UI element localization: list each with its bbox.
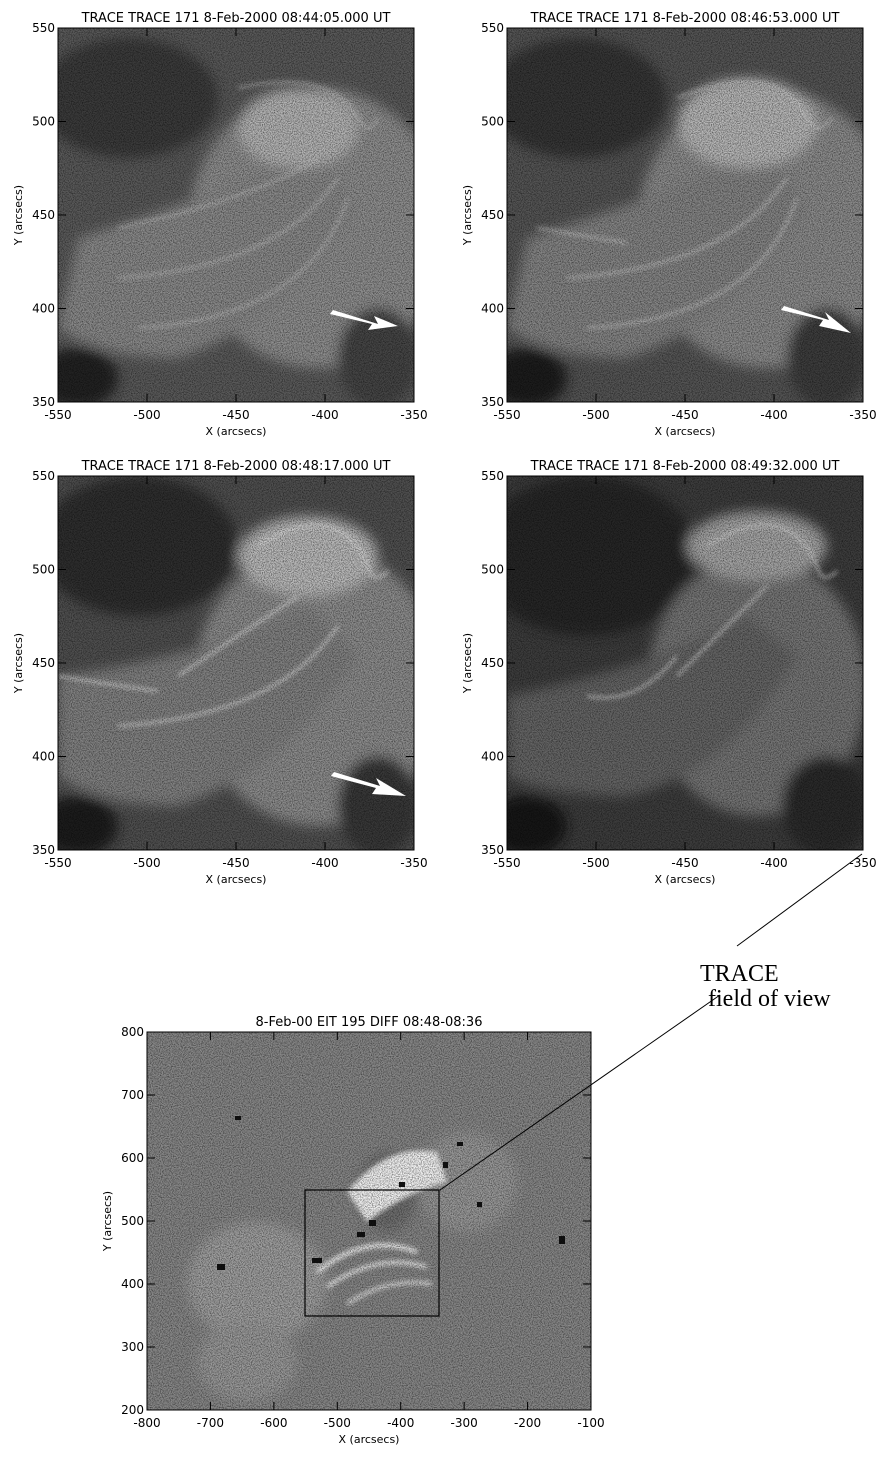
y-tick-label: 350 [32,395,55,409]
y-tick-label: 350 [481,843,504,857]
x-axis-label: X (arcsecs) [206,873,267,886]
trace-field-box [304,1189,440,1317]
x-tick-label: -450 [671,408,698,422]
x-tick-label: -500 [582,408,609,422]
x-tick-label: -450 [222,408,249,422]
arrow-icon [331,772,406,796]
x-tick-label: -350 [400,856,427,870]
solar-image-3 [58,476,414,850]
y-axis-label: Y (arcsecs) [461,185,474,246]
x-tick-label: -450 [222,856,249,870]
y-tick-label: 600 [121,1151,144,1165]
eit-panel [146,1031,592,1411]
x-tick-label: -600 [260,1416,287,1430]
trace-panel-2 [506,27,864,403]
x-tick-label: -550 [44,408,71,422]
annotation-trace: TRACE [700,961,779,987]
x-tick-label: -550 [493,856,520,870]
y-axis-label: Y (arcsecs) [12,633,25,694]
y-tick-label: 800 [121,1025,144,1039]
y-tick-label: 550 [481,21,504,35]
y-tick-label: 550 [32,469,55,483]
x-tick-label: -800 [133,1416,160,1430]
x-tick-label: -550 [493,408,520,422]
arrow-icon [781,306,851,333]
x-tick-label: -400 [387,1416,414,1430]
y-tick-label: 350 [481,395,504,409]
y-tick-label: 300 [121,1340,144,1354]
arrow-icon [330,310,398,330]
y-tick-label: 550 [481,469,504,483]
y-tick-label: 500 [32,563,55,577]
y-tick-label: 500 [121,1214,144,1228]
panel-title: TRACE TRACE 171 8-Feb-2000 08:46:53.000 … [530,11,840,26]
solar-image-1 [58,28,414,402]
y-tick-label: 500 [481,115,504,129]
x-axis-label: X (arcsecs) [655,425,716,438]
y-tick-label: 400 [32,750,55,764]
x-axis-label: X (arcsecs) [339,1433,400,1446]
y-axis-label: Y (arcsecs) [461,633,474,694]
x-tick-label: -100 [577,1416,604,1430]
x-tick-label: -300 [451,1416,478,1430]
trace-panel-1 [57,27,415,403]
axis-labels: TRACE TRACE 171 8-Feb-2000 08:44:05.000 … [12,11,877,1446]
pointer-line-bottom [439,994,721,1191]
y-tick-label: 400 [481,302,504,316]
x-tick-label: -400 [311,856,338,870]
x-tick-label: -450 [671,856,698,870]
x-axis-label: X (arcsecs) [206,425,267,438]
x-tick-label: -500 [582,856,609,870]
panel-title: TRACE TRACE 171 8-Feb-2000 08:44:05.000 … [81,11,391,26]
y-tick-label: 400 [481,750,504,764]
pointer-line-top [736,853,863,947]
x-tick-label: -350 [849,856,876,870]
x-tick-label: -350 [849,408,876,422]
annotation-fov: field of view [708,986,831,1012]
eit-difference-image [147,1032,591,1410]
y-tick-label: 700 [121,1088,144,1102]
y-tick-label: 450 [32,208,55,222]
x-tick-label: -400 [760,408,787,422]
panel-title: TRACE TRACE 171 8-Feb-2000 08:49:32.000 … [530,459,840,474]
y-tick-label: 200 [121,1403,144,1417]
x-tick-label: -200 [514,1416,541,1430]
y-tick-label: 400 [121,1277,144,1291]
x-tick-label: -500 [133,408,160,422]
x-tick-label: -700 [197,1416,224,1430]
x-axis-label: X (arcsecs) [655,873,716,886]
y-tick-label: 550 [32,21,55,35]
solar-image-4 [507,476,863,850]
trace-panel-4 [506,475,864,851]
y-axis-label: Y (arcsecs) [101,1191,114,1252]
y-tick-label: 450 [481,208,504,222]
y-tick-label: 450 [32,656,55,670]
trace-panel-3 [57,475,415,851]
y-tick-label: 500 [481,563,504,577]
y-tick-label: 500 [32,115,55,129]
x-tick-label: -500 [324,1416,351,1430]
x-tick-label: -400 [760,856,787,870]
panel-title: TRACE TRACE 171 8-Feb-2000 08:48:17.000 … [81,459,391,474]
x-tick-label: -350 [400,408,427,422]
y-tick-label: 400 [32,302,55,316]
x-tick-label: -550 [44,856,71,870]
y-tick-label: 350 [32,843,55,857]
y-axis-label: Y (arcsecs) [12,185,25,246]
x-tick-label: -400 [311,408,338,422]
panel-title: 8-Feb-00 EIT 195 DIFF 08:48-08:36 [256,1015,483,1030]
x-tick-label: -500 [133,856,160,870]
solar-image-2 [507,28,863,402]
y-tick-label: 450 [481,656,504,670]
